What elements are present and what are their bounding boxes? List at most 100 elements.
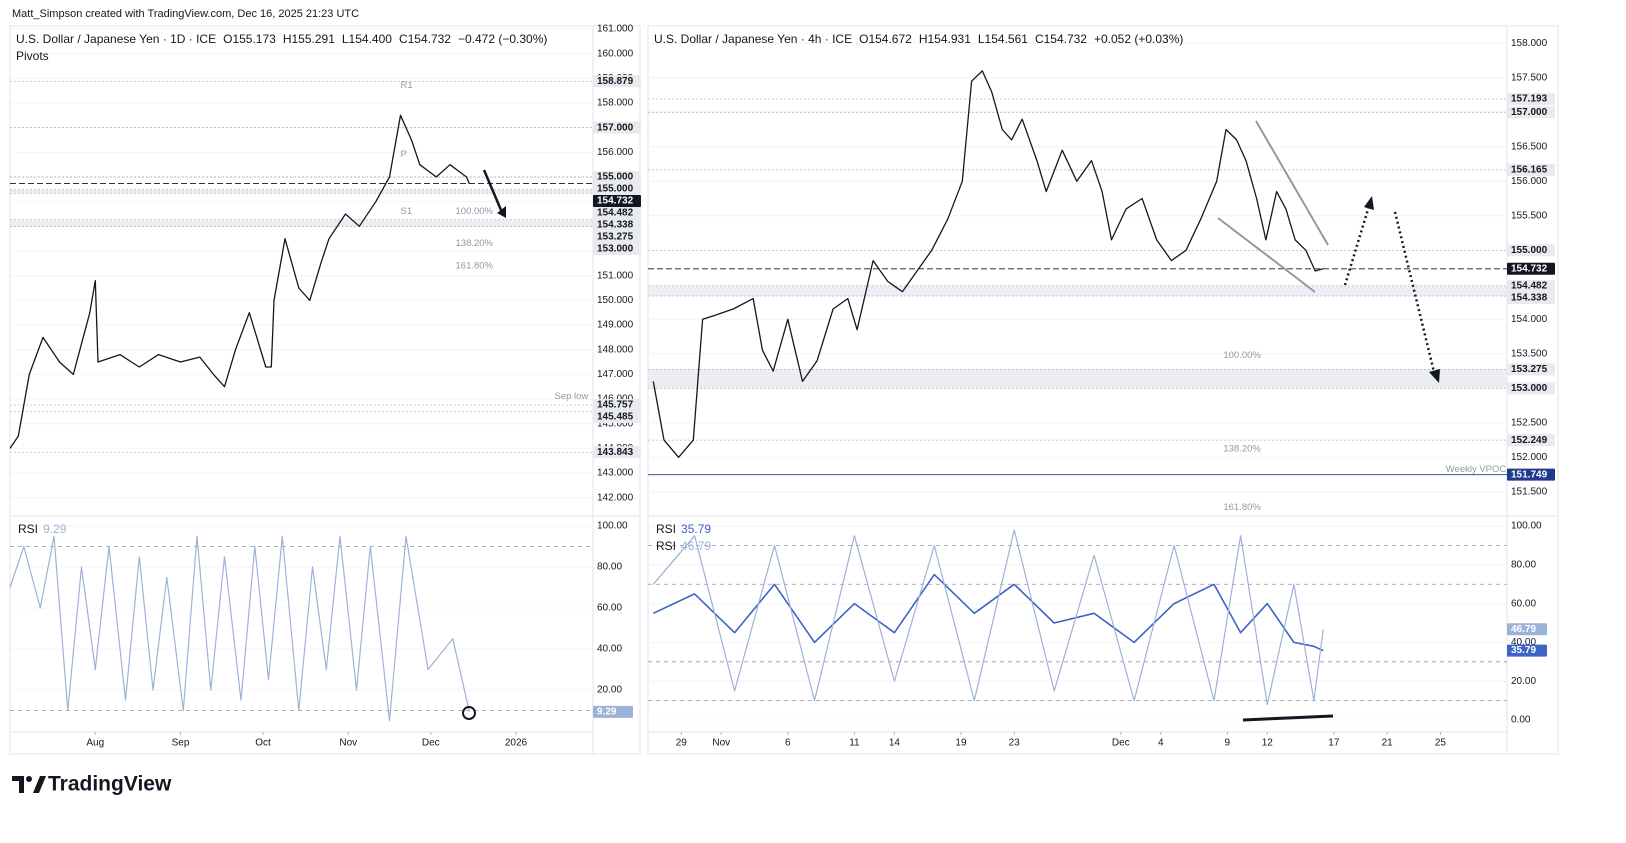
rsi-label-box <box>1507 623 1547 636</box>
rsi-label-box <box>1507 644 1547 657</box>
y-tick-label: 155.500 <box>1511 210 1548 221</box>
ohlc-value: H154.931 <box>919 32 971 46</box>
price-label-box <box>593 75 641 88</box>
price-label: 157.000 <box>597 122 634 133</box>
price-label: 154.482 <box>597 208 634 219</box>
price-label-box <box>593 218 641 231</box>
series-line <box>652 70 1324 458</box>
series-line <box>9 535 470 722</box>
x-tick-label: 29 <box>676 738 688 749</box>
x-tick-label: Aug <box>86 738 104 749</box>
y-tick-label: 142.000 <box>597 492 634 503</box>
price-label: 153.000 <box>1511 383 1548 394</box>
rsi-name: RSI <box>18 522 38 536</box>
price-label-box <box>1507 92 1555 105</box>
price-label: 153.275 <box>597 232 634 243</box>
ohlc-value: L154.561 <box>978 32 1028 46</box>
annotation: 138.20% <box>1223 443 1261 454</box>
logo-part <box>12 776 24 793</box>
x-tick-label: Sep <box>172 738 190 749</box>
price-label: 154.338 <box>1511 293 1548 304</box>
highlight-circle <box>462 706 476 720</box>
logo-part <box>33 776 46 793</box>
indicator-name: Pivots <box>16 49 49 63</box>
annotation: Weekly VPOC <box>1446 464 1507 475</box>
price-label-box <box>1507 106 1555 119</box>
divergence-line <box>1242 714 1334 722</box>
y-tick-label: 152.500 <box>1511 417 1548 428</box>
price-label: 155.000 <box>597 184 634 195</box>
price-label-box <box>593 399 641 412</box>
rsi-legend: RSI 35.79 <box>656 522 711 536</box>
annotation: 100.00% <box>1223 350 1261 361</box>
price-change: +0.052 (+0.03%) <box>1094 32 1183 46</box>
price-label-box <box>1507 382 1555 395</box>
chart-header: U.S. Dollar / Japanese Yen · 1D · ICE O15… <box>16 32 547 46</box>
x-tick-label: 17 <box>1328 738 1340 749</box>
y-tick-label: 20.00 <box>1511 676 1536 687</box>
price-zone <box>648 286 1507 296</box>
price-label-box <box>1507 262 1555 275</box>
price-label-box <box>593 170 641 183</box>
x-tick-label: Nov <box>339 738 357 749</box>
y-tick-label: 151.500 <box>1511 486 1548 497</box>
dotted-arrow <box>1343 205 1371 286</box>
price-label: 156.165 <box>1511 165 1548 176</box>
y-tick-label: 152.000 <box>1511 452 1548 463</box>
chart-header: U.S. Dollar / Japanese Yen · 4h · ICE O15… <box>654 32 1183 46</box>
chart-title: U.S. Dollar / Japanese Yen · 1D · ICE <box>16 32 216 46</box>
rsi-legend: RSI 46.79 <box>656 539 711 553</box>
x-tick-label: 14 <box>889 738 901 749</box>
arrow <box>482 169 503 211</box>
y-tick-label: 150.000 <box>597 295 634 306</box>
x-tick-label: 21 <box>1382 738 1394 749</box>
price-label-box <box>1507 244 1555 257</box>
price-label-box <box>593 242 641 255</box>
rsi-legend: RSI 9.29 <box>18 522 67 536</box>
brand-logo <box>12 776 46 793</box>
price-label: 155.000 <box>1511 245 1548 256</box>
price-label: 151.749 <box>1511 469 1548 480</box>
drawings <box>462 120 1440 722</box>
ohlc-value: O155.173 <box>223 32 276 46</box>
y-tick-label: 149.000 <box>597 320 634 331</box>
annotation: P <box>401 149 407 160</box>
y-tick-label: 154.000 <box>1511 314 1548 325</box>
logo-part <box>26 776 32 782</box>
y-tick-label: 20.00 <box>597 685 622 696</box>
y-tick-label: 80.00 <box>597 562 622 573</box>
right-frame <box>647 25 1559 755</box>
annotation: 161.80% <box>1223 502 1261 513</box>
y-tick-label: 100.00 <box>1511 521 1542 532</box>
y-tick-label: 0.00 <box>1511 715 1531 726</box>
y-tick-label: 145.000 <box>597 418 634 429</box>
wedge-line <box>1217 217 1316 293</box>
ohlc-value: H155.291 <box>283 32 335 46</box>
wedge-line <box>1255 120 1329 246</box>
price-label-box <box>1507 163 1555 176</box>
price-label: 154.482 <box>1511 281 1548 292</box>
price-label: 152.249 <box>1511 435 1548 446</box>
x-tick-label: Oct <box>255 738 271 749</box>
rsi-name: RSI <box>656 539 676 553</box>
annotation: Sep low <box>555 391 589 402</box>
y-tick-label: 153.500 <box>1511 348 1548 359</box>
price-zone <box>10 219 593 227</box>
price-label: 145.485 <box>597 412 634 423</box>
annotation: 138.20% <box>456 238 494 249</box>
rsi-label-box <box>593 705 633 718</box>
price-label-box <box>593 206 641 219</box>
price-label-box <box>1507 292 1555 305</box>
price-label: 154.338 <box>597 220 634 231</box>
x-tick-label: Nov <box>712 738 730 749</box>
price-label-box <box>593 194 641 207</box>
x-tick-label: 4 <box>1158 738 1164 749</box>
x-tick-label: 2026 <box>505 738 528 749</box>
y-tick-label: 147.000 <box>597 369 634 380</box>
rsi-axis-value: 35.79 <box>1511 645 1536 656</box>
price-label: 154.732 <box>1511 263 1548 274</box>
y-tick-label: 158.000 <box>1511 38 1548 49</box>
rsi-axis-value: 46.79 <box>1511 624 1536 635</box>
y-tick-label: 60.00 <box>597 603 622 614</box>
